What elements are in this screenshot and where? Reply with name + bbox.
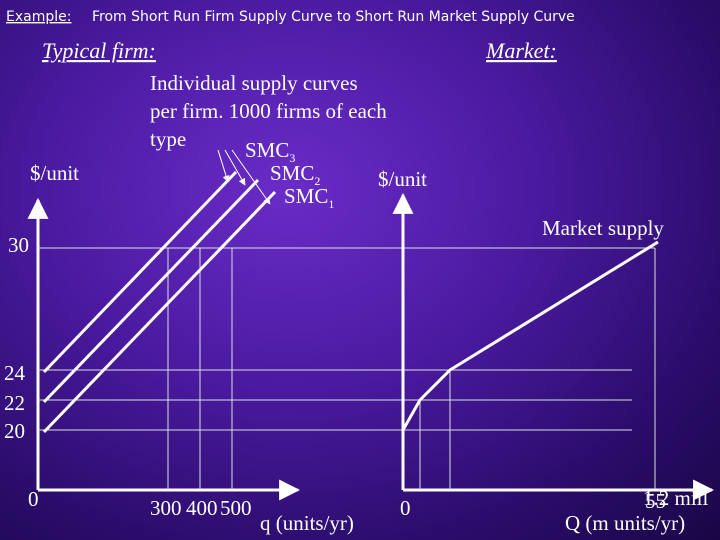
note-line: Individual supply curves xyxy=(150,71,358,95)
firm-heading: Typical firm: xyxy=(42,38,156,63)
curve-label: SMC3 xyxy=(245,138,295,165)
smc-curve xyxy=(42,178,260,404)
curve-label: SMC2 xyxy=(270,161,320,188)
y-tick-label: 30 xyxy=(8,233,29,257)
note-line: per firm. 1000 firms of each xyxy=(150,99,387,123)
x-tick-label: 400 xyxy=(186,496,218,520)
x-tick-overlap: 55 xyxy=(645,489,666,513)
pointer xyxy=(224,149,246,186)
note-line: type xyxy=(150,127,186,151)
market-supply xyxy=(401,240,659,431)
x-tick-label: 1.2 mill xyxy=(643,486,709,510)
pointer xyxy=(231,149,271,205)
smc-curve xyxy=(42,190,277,434)
y-tick-label: 24 xyxy=(4,361,26,385)
header-label: Example: xyxy=(6,9,71,25)
y-tick-label: 20 xyxy=(4,419,25,443)
curve-name: SMC xyxy=(284,184,328,208)
y-tick-label: 22 xyxy=(4,391,25,415)
smc-curve xyxy=(42,170,238,374)
curve-sub: 2 xyxy=(314,174,320,188)
curve-label: Market supply xyxy=(542,216,664,240)
y-label: $/unit xyxy=(378,167,427,191)
x-label: Q (m units/yr) xyxy=(565,511,685,535)
curve-label: SMC1 xyxy=(284,184,334,211)
curve-sub: 3 xyxy=(289,151,295,165)
header-title: From Short Run Firm Supply Curve to Shor… xyxy=(92,9,575,25)
origin-label: 0 xyxy=(400,496,411,520)
market-heading: Market: xyxy=(485,38,557,63)
curve-sub: 1 xyxy=(328,197,334,211)
curve-name: SMC xyxy=(245,138,289,162)
x-label: q (units/yr) xyxy=(260,511,354,535)
x-tick-label: 500 xyxy=(220,496,252,520)
curve-name: SMC xyxy=(270,161,314,185)
y-tick-label: 0 xyxy=(28,487,39,511)
x-tick-label: 300 xyxy=(150,496,182,520)
pointer xyxy=(217,149,230,183)
y-label: $/unit xyxy=(30,161,79,185)
